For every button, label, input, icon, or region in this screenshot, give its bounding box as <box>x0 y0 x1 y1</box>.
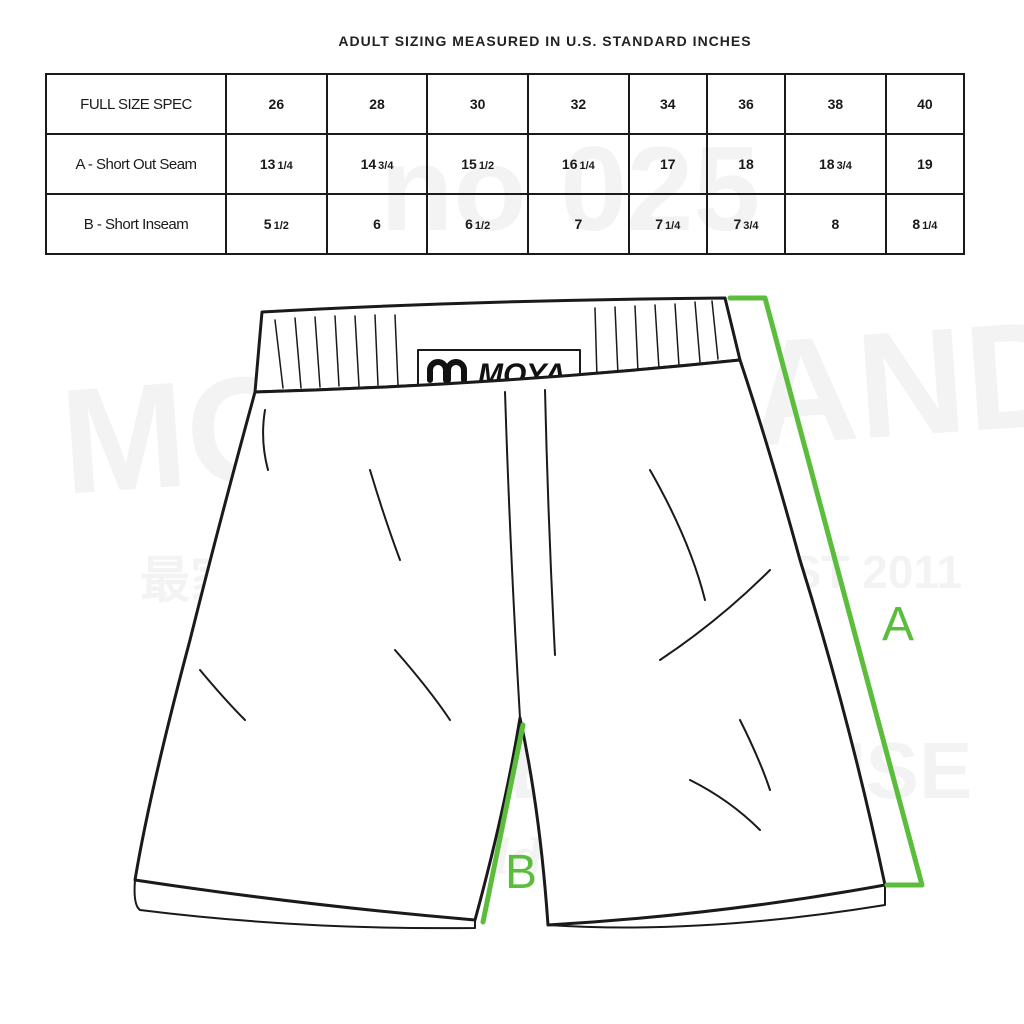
fraction-value: 1/4 <box>665 220 681 232</box>
size-cell: 32 <box>527 73 630 135</box>
value-cell: 19 <box>884 133 966 195</box>
row-label: A - Short Out Seam <box>45 133 227 195</box>
whole-value: 7 <box>574 216 583 232</box>
measure-a-label: A <box>882 598 914 651</box>
size-cell: 40 <box>884 73 966 135</box>
brand-logo-icon <box>427 359 467 383</box>
measure-b-line <box>480 722 526 925</box>
fraction-value: 3/4 <box>836 160 852 172</box>
value-cell: 5 1/2 <box>225 193 328 255</box>
whole-value: 16 <box>561 156 578 172</box>
whole-value: 7 <box>733 216 742 232</box>
whole-value: 18 <box>818 156 835 172</box>
whole-value: 13 <box>259 156 276 172</box>
size-table: FULL SIZE SPEC 26 28 30 32 34 36 38 40 A… <box>45 73 966 255</box>
value-cell: 17 <box>627 133 708 195</box>
size-cell: 28 <box>325 73 429 135</box>
whole-value: 7 <box>655 216 664 232</box>
fraction-value: 1/2 <box>273 220 289 232</box>
fly-seam <box>504 389 556 719</box>
size-cell: 26 <box>225 73 328 135</box>
table-row-out-seam: A - Short Out Seam 13 1/4 14 3/4 15 1/2 16 1/4 1… <box>45 133 966 195</box>
fraction-value: 3/4 <box>378 160 394 172</box>
value-cell: 14 3/4 <box>325 133 429 195</box>
fraction-value: 1/4 <box>277 160 293 172</box>
measure-a-line <box>727 295 925 888</box>
measure-b-label: B <box>505 846 537 899</box>
table-row-inseam: B - Short Inseam 5 1/2 6 6 1/2 7 7 1/4 7 3/4 8 8 1/4 <box>45 193 966 255</box>
value-cell: 15 1/2 <box>426 133 530 195</box>
whole-value: 6 <box>465 216 473 232</box>
fraction-value: 1/4 <box>579 160 595 172</box>
size-cell: 38 <box>784 73 887 135</box>
whole-value: 14 <box>360 156 377 172</box>
table-header-row: FULL SIZE SPEC 26 28 30 32 34 36 38 40 <box>45 73 966 135</box>
value-cell: 8 <box>784 193 887 255</box>
whole-value: 8 <box>912 216 921 232</box>
fraction-value: 1/2 <box>474 220 491 232</box>
size-cell: 30 <box>426 73 530 135</box>
value-cell: 7 <box>527 193 630 255</box>
value-cell: 8 1/4 <box>884 193 966 255</box>
whole-value: 8 <box>831 216 840 232</box>
fraction-value: 1/2 <box>478 160 495 172</box>
value-cell: 13 1/4 <box>225 133 328 195</box>
value-cell: 18 3/4 <box>784 133 887 195</box>
header-label: FULL SIZE SPEC <box>45 73 227 135</box>
size-cell: 34 <box>627 73 708 135</box>
whole-value: 19 <box>917 156 933 172</box>
fold-lines <box>199 409 771 831</box>
fraction-value: 1/4 <box>922 220 938 232</box>
whole-value: 5 <box>263 216 272 232</box>
fraction-value: 3/4 <box>743 220 759 232</box>
value-cell: 16 1/4 <box>527 133 630 195</box>
whole-value: 18 <box>738 156 754 172</box>
whole-value: 15 <box>461 156 477 172</box>
size-cell: 36 <box>705 73 787 135</box>
value-cell: 6 1/2 <box>426 193 530 255</box>
whole-value: 17 <box>660 156 676 172</box>
value-cell: 7 1/4 <box>627 193 708 255</box>
waistband-ribbing <box>274 300 719 389</box>
whole-value: 6 <box>373 216 381 232</box>
shorts-outline <box>133 358 887 927</box>
row-label: B - Short Inseam <box>45 193 227 255</box>
value-cell: 7 3/4 <box>705 193 787 255</box>
value-cell: 18 <box>705 133 787 195</box>
hem-left <box>133 879 476 930</box>
chart-title: ADULT SIZING MEASURED IN U.S. STANDARD I… <box>338 33 752 49</box>
value-cell: 6 <box>325 193 429 255</box>
hem-right <box>547 884 886 929</box>
